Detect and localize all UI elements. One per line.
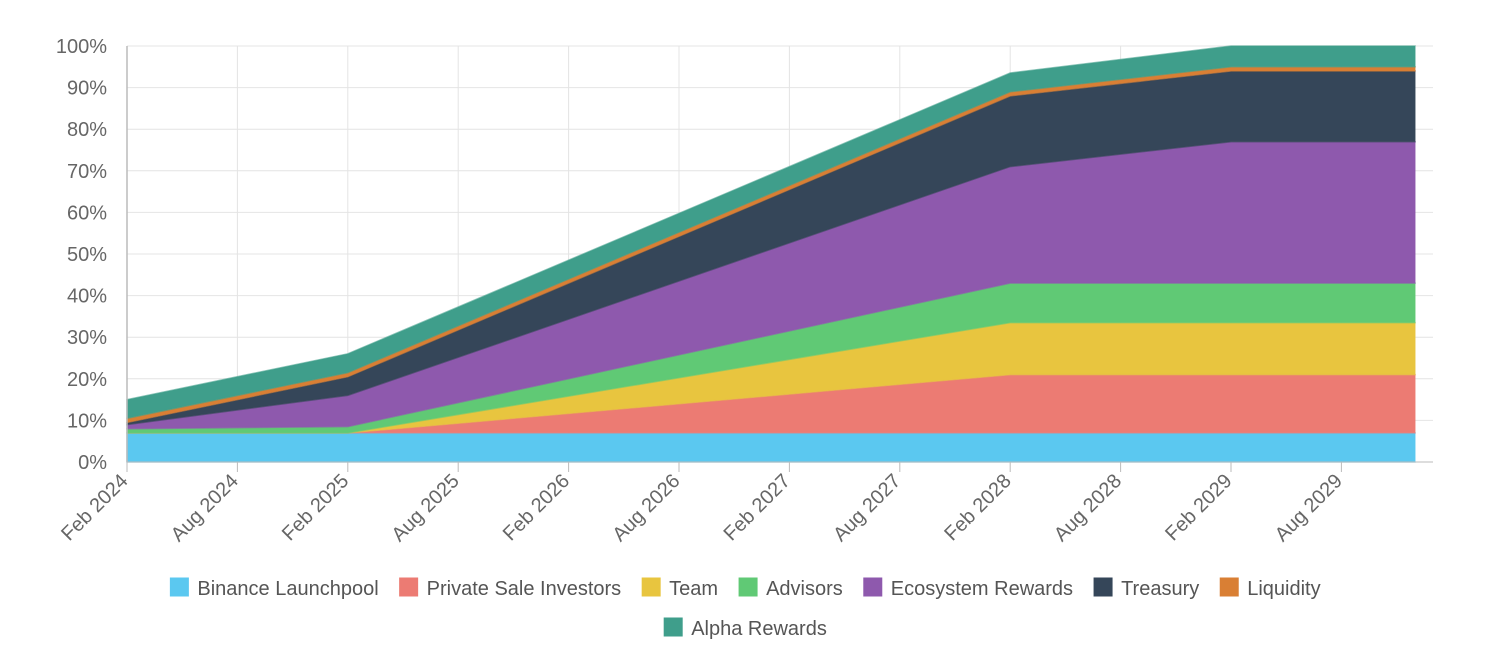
legend: Binance Launchpool Private Sale Investors… [168, 576, 1321, 640]
x-tick-label: Aug 2026 [608, 470, 684, 546]
x-tick-label: Feb 2027 [720, 470, 795, 545]
legend-label: Ecosystem Rewards [891, 578, 1073, 600]
legend-item-team[interactable]: Team [640, 576, 718, 600]
legend-item-binance-launchpool[interactable]: Binance Launchpool [168, 576, 379, 600]
legend-item-alpha-rewards[interactable]: Alpha Rewards [662, 616, 827, 640]
y-tick-label: 70% [67, 161, 107, 183]
legend-swatch [662, 616, 684, 638]
legend-label: Liquidity [1247, 578, 1320, 600]
y-tick-label: 30% [67, 327, 107, 349]
x-tick-label: Aug 2029 [1271, 470, 1347, 546]
y-tick-label: 0% [78, 452, 107, 474]
y-tick-label: 40% [67, 286, 107, 308]
x-tick-label: Aug 2027 [829, 470, 905, 546]
legend-swatch [398, 576, 420, 598]
x-tick-label: Feb 2026 [499, 470, 574, 545]
legend-swatch [1092, 576, 1114, 598]
area-alpha-rewards [126, 45, 1416, 420]
y-tick-label: 50% [67, 244, 107, 266]
legend-item-ecosystem-rewards[interactable]: Ecosystem Rewards [862, 576, 1073, 600]
y-tick-label: 80% [67, 119, 107, 141]
x-tick-label: Aug 2024 [167, 470, 243, 546]
y-tick-label: 90% [67, 78, 107, 100]
stacked-areas [126, 45, 1416, 463]
y-tick-label: 60% [67, 202, 107, 224]
legend-label: Team [669, 578, 718, 600]
x-tick-label: Aug 2028 [1050, 470, 1126, 546]
legend-label: Treasury [1121, 578, 1199, 600]
x-tick-label: Feb 2029 [1161, 470, 1236, 545]
y-tick-label: 100% [56, 36, 107, 58]
legend-item-treasury[interactable]: Treasury [1092, 576, 1199, 600]
x-tick-label: Feb 2024 [57, 470, 132, 545]
legend-item-private-sale-investors[interactable]: Private Sale Investors [398, 576, 622, 600]
legend-swatch [737, 576, 759, 598]
legend-swatch [862, 576, 884, 598]
area-binance-launchpool [126, 432, 1416, 463]
x-tick-label: Feb 2025 [278, 470, 353, 545]
legend-item-liquidity[interactable]: Liquidity [1218, 576, 1321, 600]
legend-swatch [168, 576, 190, 598]
x-tick-label: Feb 2028 [940, 470, 1015, 545]
legend-swatch [1218, 576, 1240, 598]
legend-label: Alpha Rewards [691, 618, 827, 640]
legend-item-advisors[interactable]: Advisors [737, 576, 843, 600]
legend-label: Binance Launchpool [197, 578, 378, 600]
legend-label: Private Sale Investors [427, 578, 622, 600]
x-tick-label: Aug 2025 [388, 470, 464, 546]
y-tick-label: 10% [67, 410, 107, 432]
legend-label: Advisors [766, 578, 843, 600]
y-tick-label: 20% [67, 369, 107, 391]
legend-swatch [640, 576, 662, 598]
